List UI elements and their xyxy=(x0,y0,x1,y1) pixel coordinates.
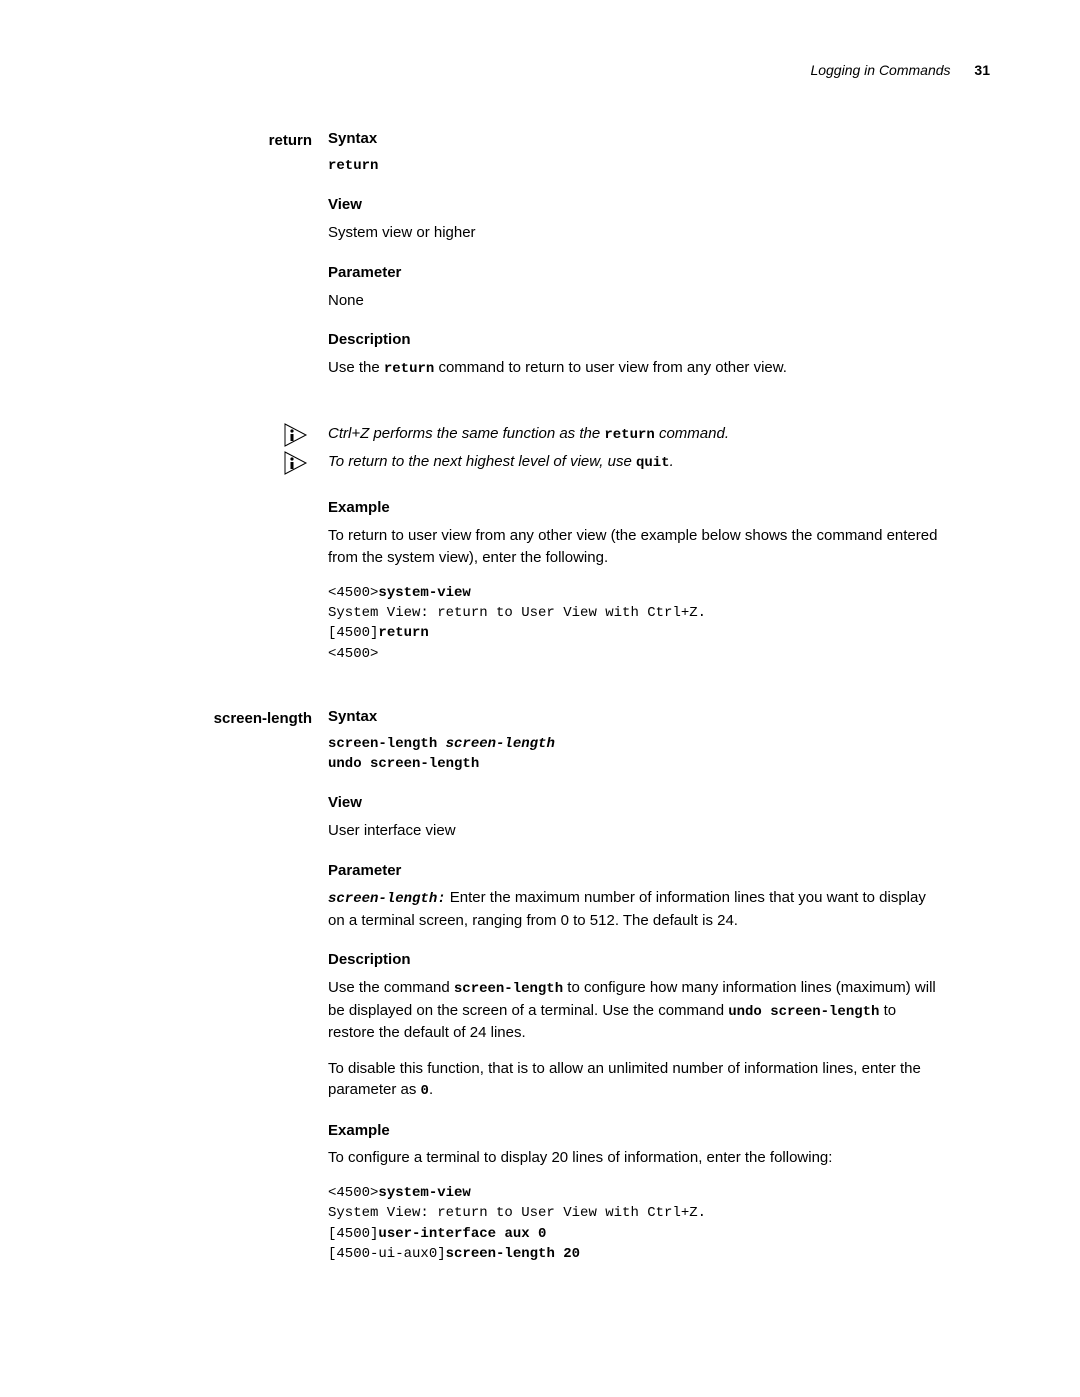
entry-body-screen-length: Syntax screen-length screen-length undo … xyxy=(328,706,938,1276)
syntax-line: screen-length screen-length xyxy=(328,734,938,754)
inline-command: quit xyxy=(636,455,670,471)
inline-command: 0 xyxy=(421,1083,429,1099)
parameter-text: screen-length: Enter the maximum number … xyxy=(328,887,938,931)
code-span-bold: return xyxy=(378,625,428,641)
entry-body-return-example: Example To return to user view from any … xyxy=(328,479,938,675)
entry-screen-length: screen-length Syntax screen-length scree… xyxy=(90,706,990,1276)
page: Logging in Commands 31 return Syntax ret… xyxy=(0,0,1080,1366)
entry-label-empty xyxy=(90,479,320,675)
info-icon-cell xyxy=(90,423,320,447)
note-text: To return to the next highest level of v… xyxy=(328,451,938,475)
entry-return-example: Example To return to user view from any … xyxy=(90,479,990,675)
code-span-bold: system-view xyxy=(378,585,470,601)
code-block: <4500>system-view System View: return to… xyxy=(328,583,938,664)
heading-parameter: Parameter xyxy=(328,860,938,882)
syntax-command: return xyxy=(328,156,938,176)
info-icon xyxy=(284,423,312,447)
parameter-text: None xyxy=(328,290,938,312)
code-span-bold: system-view xyxy=(378,1185,470,1201)
inline-command: undo screen-length xyxy=(728,1004,879,1020)
code-span: [4500] xyxy=(328,1226,378,1242)
info-icon-cell xyxy=(90,451,320,475)
text-span: . xyxy=(429,1081,433,1098)
heading-view: View xyxy=(328,792,938,814)
code-block: <4500>system-view System View: return to… xyxy=(328,1183,938,1264)
code-span: System View: return to User View with Ct… xyxy=(328,605,706,621)
description-text: Use the command screen-length to configu… xyxy=(328,977,938,1043)
code-span-bold: screen-length 20 xyxy=(446,1246,580,1262)
heading-syntax: Syntax xyxy=(328,706,938,728)
code-span: [4500-ui-aux0] xyxy=(328,1246,446,1262)
inline-command: return xyxy=(384,361,434,377)
text-span: command to return to user view from any … xyxy=(434,359,787,376)
heading-example: Example xyxy=(328,497,938,519)
description-text: To disable this function, that is to all… xyxy=(328,1058,938,1102)
code-span: <4500> xyxy=(328,646,378,662)
running-head: Logging in Commands 31 xyxy=(90,60,990,80)
text-span: Use the xyxy=(328,359,384,376)
text-span: Use the command xyxy=(328,979,454,996)
info-icon xyxy=(284,451,312,475)
text-span: To return to the next highest level of v… xyxy=(328,453,636,470)
text-span: Ctrl+Z performs the same function as the xyxy=(328,425,604,442)
code-span-bold: user-interface aux 0 xyxy=(378,1226,546,1242)
text-span: . xyxy=(670,453,674,470)
code-span: [4500] xyxy=(328,625,378,641)
note-text: Ctrl+Z performs the same function as the… xyxy=(328,423,938,447)
heading-description: Description xyxy=(328,949,938,971)
example-text: To configure a terminal to display 20 li… xyxy=(328,1147,938,1169)
code-span-bolditalic: screen-length xyxy=(446,736,555,752)
entry-return: return Syntax return View System view or… xyxy=(90,128,990,393)
note-row: To return to the next highest level of v… xyxy=(90,451,990,475)
code-span: System View: return to User View with Ct… xyxy=(328,1205,706,1221)
syntax-line: undo screen-length xyxy=(328,754,938,774)
code-span: <4500> xyxy=(328,585,378,601)
page-number: 31 xyxy=(974,62,990,78)
text-span: command. xyxy=(655,425,729,442)
entry-body-return: Syntax return View System view or higher… xyxy=(328,128,938,393)
param-keyword: screen-length: xyxy=(328,891,446,907)
heading-description: Description xyxy=(328,329,938,351)
note-row: Ctrl+Z performs the same function as the… xyxy=(90,423,990,447)
text-span: To disable this function, that is to all… xyxy=(328,1060,921,1099)
view-text: User interface view xyxy=(328,820,938,842)
entry-label: screen-length xyxy=(90,706,320,1276)
heading-syntax: Syntax xyxy=(328,128,938,150)
view-text: System view or higher xyxy=(328,222,938,244)
heading-view: View xyxy=(328,194,938,216)
description-text: Use the return command to return to user… xyxy=(328,357,938,379)
inline-command: screen-length xyxy=(454,981,563,997)
entry-label: return xyxy=(90,128,320,393)
inline-command: return xyxy=(604,427,654,443)
example-text: To return to user view from any other vi… xyxy=(328,525,938,569)
heading-parameter: Parameter xyxy=(328,262,938,284)
code-span: <4500> xyxy=(328,1185,378,1201)
running-title: Logging in Commands xyxy=(810,62,950,78)
code-span-bold: screen-length xyxy=(328,736,446,752)
heading-example: Example xyxy=(328,1120,938,1142)
